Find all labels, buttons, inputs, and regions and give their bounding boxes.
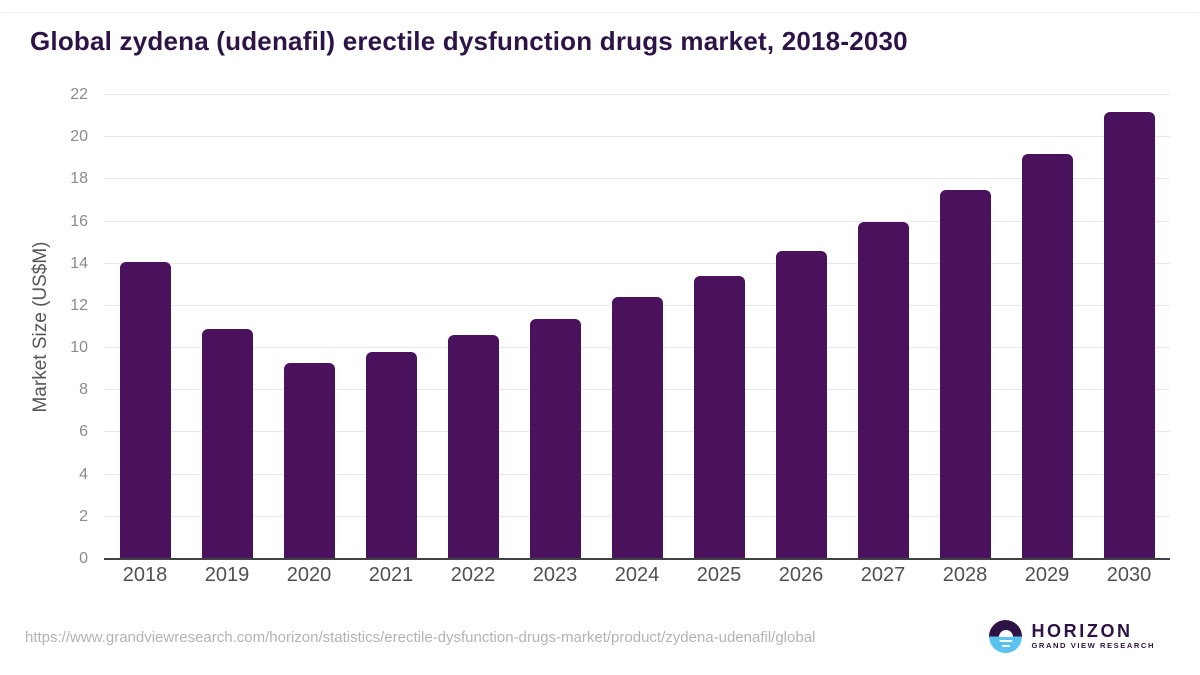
x-axis-line bbox=[104, 558, 1170, 560]
bar-column-2030 bbox=[1088, 95, 1170, 559]
x-tick-label-2019: 2019 bbox=[204, 564, 250, 586]
logo-title: HORIZON bbox=[1031, 621, 1133, 641]
bar-2025[interactable] bbox=[693, 276, 745, 559]
x-tick-label-2029: 2029 bbox=[1024, 564, 1070, 586]
bar-column-2027 bbox=[842, 95, 924, 559]
x-tick-label-2027: 2027 bbox=[860, 564, 906, 586]
x-tick-label-2026: 2026 bbox=[778, 564, 824, 586]
card-top-edge bbox=[0, 12, 1200, 13]
y-tick-label-6: 6 bbox=[79, 423, 88, 441]
y-tick-label-0: 0 bbox=[79, 550, 88, 567]
source-url: https://www.grandviewresearch.com/horizo… bbox=[25, 629, 816, 646]
bar-2026[interactable] bbox=[775, 251, 827, 559]
bar-column-2025 bbox=[678, 95, 760, 559]
bar-2029[interactable] bbox=[1021, 154, 1073, 559]
bar-2030[interactable] bbox=[1103, 111, 1155, 559]
plot-area bbox=[104, 94, 1170, 560]
y-tick-label-22: 22 bbox=[70, 86, 88, 103]
y-tick-label-20: 20 bbox=[70, 128, 88, 146]
gridline-y-16 bbox=[104, 220, 1170, 222]
y-tick-label-12: 12 bbox=[70, 296, 88, 314]
x-tick-label-2022: 2022 bbox=[450, 564, 496, 586]
gridline-y-20 bbox=[104, 136, 1170, 138]
logo-subtitle: GRAND VIEW RESEARCH bbox=[1031, 641, 1155, 650]
y-tick-label-16: 16 bbox=[70, 212, 88, 230]
sun-reflection-icon bbox=[1001, 645, 1010, 647]
chart-title: Global zydena (udenafil) erectile dysfun… bbox=[30, 26, 908, 56]
gridline-y-14 bbox=[104, 262, 1170, 264]
horizon-logo-icon bbox=[989, 620, 1023, 653]
x-tick-label-2028: 2028 bbox=[942, 564, 988, 586]
bar-column-2019 bbox=[186, 95, 268, 559]
bar-series bbox=[104, 95, 1170, 559]
gridline-y-22 bbox=[104, 94, 1170, 95]
y-tick-label-8: 8 bbox=[79, 381, 88, 399]
x-tick-label-2023: 2023 bbox=[532, 564, 578, 586]
bar-2023[interactable] bbox=[529, 318, 581, 559]
sun-reflection-icon bbox=[999, 639, 1013, 642]
x-tick-label-2030: 2030 bbox=[1106, 564, 1152, 586]
sun-icon bbox=[998, 629, 1013, 637]
bar-2027[interactable] bbox=[857, 221, 909, 559]
bar-column-2026 bbox=[760, 95, 842, 559]
y-tick-label-18: 18 bbox=[70, 170, 88, 188]
bar-2028[interactable] bbox=[939, 189, 991, 559]
bar-2022[interactable] bbox=[447, 335, 499, 559]
x-tick-label-2018: 2018 bbox=[122, 564, 168, 586]
x-tick-label-2024: 2024 bbox=[614, 564, 660, 586]
gridline-y-18 bbox=[104, 178, 1170, 180]
y-axis-tick-labels: 0 2 4 6 8 10 12 14 16 18 20 22 bbox=[0, 86, 88, 567]
bar-column-2024 bbox=[596, 95, 678, 559]
bar-column-2022 bbox=[432, 95, 514, 559]
y-tick-label-2: 2 bbox=[79, 507, 88, 525]
logo-text: HORIZON GRAND VIEW RESEARCH bbox=[1031, 622, 1155, 651]
bar-column-2021 bbox=[350, 95, 432, 559]
bar-column-2023 bbox=[514, 95, 596, 559]
y-tick-label-4: 4 bbox=[79, 465, 88, 483]
bar-column-2020 bbox=[268, 95, 350, 559]
bar-2020[interactable] bbox=[283, 362, 335, 559]
bar-column-2028 bbox=[924, 95, 1006, 559]
x-tick-label-2025: 2025 bbox=[696, 564, 742, 586]
bar-2024[interactable] bbox=[611, 297, 663, 559]
bar-2019[interactable] bbox=[201, 329, 253, 559]
bar-2021[interactable] bbox=[365, 352, 417, 559]
horizon-logo: HORIZON GRAND VIEW RESEARCH bbox=[989, 618, 1155, 655]
x-tick-label-2021: 2021 bbox=[368, 564, 414, 586]
x-tick-label-2020: 2020 bbox=[286, 564, 332, 586]
x-axis-tick-labels: 2018 2019 2020 2021 2022 2023 2024 2025 2026 2027… bbox=[104, 564, 1170, 587]
y-tick-label-10: 10 bbox=[70, 339, 88, 357]
bar-column-2018 bbox=[104, 95, 186, 559]
bar-column-2029 bbox=[1006, 95, 1088, 559]
y-tick-label-14: 14 bbox=[70, 254, 88, 272]
bar-2018[interactable] bbox=[119, 261, 171, 559]
